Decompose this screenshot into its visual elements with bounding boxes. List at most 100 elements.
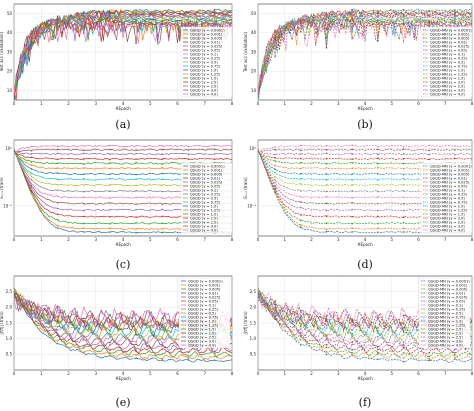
series-marker [187, 153, 190, 156]
series-marker [351, 167, 353, 170]
legend-label: QSGD-MN (γ = 2.5) [430, 220, 465, 224]
panel-caption: (e) [115, 396, 130, 409]
series-marker [109, 216, 111, 218]
legend-label: QSGD-MN (γ = 0.001) [428, 283, 468, 287]
x-axis-label: #Epoch [115, 242, 131, 247]
series-marker [402, 326, 405, 329]
series-line [258, 17, 472, 98]
series-marker [30, 41, 33, 44]
series-marker [377, 148, 379, 151]
panel-caption: (f) [359, 396, 372, 409]
x-tick-label: 2 [310, 101, 313, 106]
series-marker [82, 158, 85, 160]
series-marker [325, 157, 328, 160]
series-marker [135, 15, 137, 17]
series-marker [300, 144, 302, 147]
legend-label: QSGD-MN (γ = 3.0) [428, 339, 463, 343]
legend-label: QSGD (γ = 1.5) [190, 76, 218, 80]
series-line [14, 13, 232, 99]
series-marker [135, 20, 137, 23]
series-marker [135, 228, 137, 230]
legend-label: QSGD-MN (γ = 2.0) [428, 331, 463, 335]
series-marker [351, 24, 353, 27]
legend-label: QSGD (γ = 0.0001) [190, 164, 225, 168]
series-marker [402, 157, 405, 160]
series-marker [187, 22, 190, 25]
series-marker [402, 343, 405, 346]
series-marker [351, 215, 353, 218]
series-marker [300, 325, 302, 328]
series-marker [135, 12, 137, 14]
series-marker [300, 331, 302, 334]
series-marker [351, 158, 353, 161]
series-marker [56, 325, 59, 328]
series-line [258, 292, 472, 335]
series-marker [135, 216, 137, 218]
series-marker [135, 17, 137, 19]
series-marker [274, 171, 276, 174]
series-marker [325, 173, 328, 175]
series-marker [402, 360, 405, 363]
series-marker [135, 178, 137, 180]
series-marker [351, 144, 353, 147]
series-marker [428, 21, 431, 24]
series-marker [187, 12, 190, 15]
series-marker [135, 149, 137, 151]
series-marker [300, 343, 302, 346]
series-marker [109, 354, 111, 357]
x-tick-label: 0 [13, 371, 16, 376]
series-marker [351, 37, 353, 40]
series-marker [82, 29, 85, 32]
series-marker [428, 153, 431, 156]
series-marker [377, 209, 379, 212]
legend-label: QSGD-MN (γ = 4.0) [430, 92, 465, 96]
series-marker [135, 341, 137, 343]
series-marker [187, 149, 190, 151]
legend-box [418, 277, 471, 349]
legend-label: QSGD-MN (γ = 2.0) [430, 80, 465, 84]
series-marker [56, 329, 59, 331]
series-marker [109, 12, 111, 15]
y-tick-label: 2.0 [250, 305, 257, 310]
legend-label: QSGD-MN (γ = 0.025) [428, 295, 468, 299]
series-marker [454, 352, 456, 354]
y-tick-label: 40 [7, 30, 13, 35]
series-marker [161, 325, 164, 328]
legend-label: QSGD (γ = 2.5) [188, 335, 216, 339]
series-marker [351, 197, 353, 199]
series-marker [135, 334, 137, 336]
series-line [258, 144, 472, 154]
series-marker [135, 145, 137, 147]
series-marker [274, 45, 276, 48]
series-marker [351, 190, 353, 193]
series-marker [56, 305, 59, 308]
x-tick-label: 0 [257, 371, 260, 376]
series-marker [109, 321, 111, 323]
series-marker [377, 14, 379, 17]
y-tick-label: 1.5 [6, 320, 13, 325]
series-marker [135, 208, 137, 211]
series-marker [377, 9, 379, 12]
series-marker [109, 158, 111, 161]
legend-label: QSGD-MN (γ = 1.25) [428, 323, 466, 327]
series-marker [351, 183, 353, 186]
series-marker [377, 358, 379, 361]
legend-label: QSGD (γ = 0.5) [188, 311, 216, 315]
legend-label: QSGD (γ = 0.75) [190, 64, 221, 68]
series-marker [82, 328, 85, 331]
series-marker [187, 359, 190, 361]
series-marker [30, 168, 33, 170]
series-marker [402, 41, 405, 43]
series-marker [325, 314, 328, 317]
x-tick-label: 5 [390, 101, 393, 106]
series-marker [56, 189, 59, 192]
legend-label: QSGD (γ = 1.25) [190, 72, 221, 76]
x-tick-label: 1 [283, 237, 286, 242]
series-marker [213, 24, 216, 27]
series-marker [56, 178, 59, 181]
series-marker [56, 321, 59, 324]
series-marker [161, 158, 164, 160]
series-marker [161, 222, 164, 224]
series-marker [56, 213, 59, 215]
legend-label: QSGD (γ = 0.025) [190, 180, 223, 184]
